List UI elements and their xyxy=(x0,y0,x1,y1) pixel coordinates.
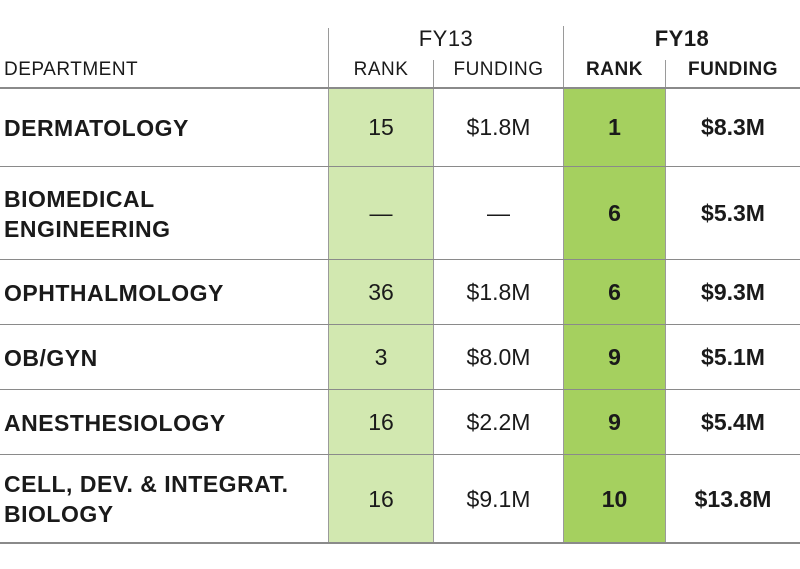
fy18-rank-cell: 10 xyxy=(601,485,628,512)
fy13-rank-cell: 16 xyxy=(368,409,394,435)
header-rule xyxy=(0,87,800,89)
department-name: BIOMEDICAL ENGINEERING xyxy=(4,185,171,242)
row-rule xyxy=(0,166,800,167)
bottom-rule xyxy=(0,542,800,544)
fy18-funding-cell: $8.3M xyxy=(701,114,765,140)
fy13-funding-cell: — xyxy=(487,200,510,226)
divider xyxy=(433,60,434,543)
header-fy13-rank: RANK xyxy=(353,59,409,80)
fy18-funding-cell: $13.8M xyxy=(694,485,772,512)
department-name: ANESTHESIOLOGY xyxy=(4,409,226,436)
fy13-rank-column-fill xyxy=(329,88,433,543)
row-rule xyxy=(0,389,800,390)
header-department: DEPARTMENT xyxy=(4,59,139,80)
fy13-funding-cell: $2.2M xyxy=(466,409,531,435)
department-name: OPHTHALMOLOGY xyxy=(4,279,224,306)
department-name: DERMATOLOGY xyxy=(4,114,189,141)
fy18-rank-cell: 1 xyxy=(608,114,621,140)
row-rule xyxy=(0,454,800,455)
fy13-rank-cell: 16 xyxy=(368,485,394,512)
fy13-rank-cell: 3 xyxy=(374,344,388,370)
row-rule xyxy=(0,259,800,260)
department-name: OB/GYN xyxy=(4,344,98,371)
header-fy18-rank: RANK xyxy=(586,59,643,80)
header-fy13-funding: FUNDING xyxy=(453,59,544,80)
fy13-funding-cell: $8.0M xyxy=(466,344,531,370)
header-fy18-funding: FUNDING xyxy=(687,59,779,80)
fy13-funding-cell: $1.8M xyxy=(466,279,531,305)
fy18-rank-column-fill xyxy=(564,88,665,543)
divider xyxy=(563,26,564,543)
fy18-funding-cell: $5.4M xyxy=(701,409,765,435)
fy18-funding-cell: $5.3M xyxy=(701,200,765,226)
fy18-rank-cell: 6 xyxy=(608,200,621,226)
fy18-rank-cell: 6 xyxy=(608,279,621,305)
fy18-funding-cell: $9.3M xyxy=(701,279,765,305)
fy18-rank-cell: 9 xyxy=(608,344,621,370)
header-fy18: FY18 xyxy=(654,26,710,51)
fy13-rank-cell: — xyxy=(369,200,393,226)
fy13-funding-cell: $9.1M xyxy=(466,485,531,512)
divider xyxy=(665,60,666,543)
fy18-funding-cell: $5.1M xyxy=(701,344,765,370)
fy13-funding-cell: $1.8M xyxy=(466,114,531,140)
department-name: CELL, DEV. & INTEGRAT. BIOLOGY xyxy=(4,471,289,527)
header-fy13: FY13 xyxy=(418,26,474,51)
row-rule xyxy=(0,324,800,325)
fy13-rank-cell: 36 xyxy=(368,279,394,305)
fy18-rank-cell: 9 xyxy=(608,409,621,435)
divider xyxy=(328,28,329,543)
fy13-rank-cell: 15 xyxy=(368,114,394,140)
